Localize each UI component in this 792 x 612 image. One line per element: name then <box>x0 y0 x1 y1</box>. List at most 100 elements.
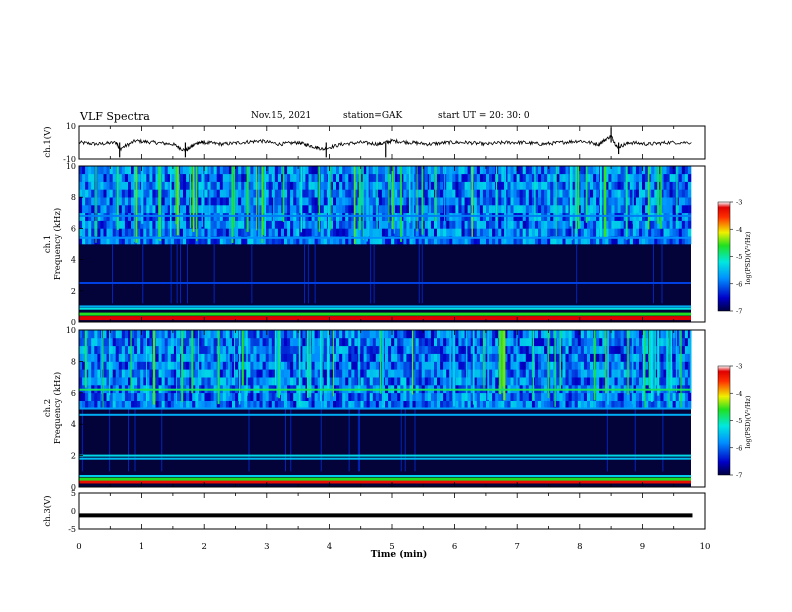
ch2-spectrogram-emission-cell <box>397 353 401 362</box>
ch2-spectrogram-emission-cell <box>88 353 92 362</box>
ch2-spectrogram-emission-cell <box>329 345 334 354</box>
ch1-spectrogram-emission-cell <box>308 181 312 190</box>
ch1-spectrogram-emission-cell <box>583 236 588 245</box>
ch2-spectrogram-emission-cell <box>608 353 612 362</box>
ch1-spectrogram-emission-cell <box>146 220 150 229</box>
ch1-spectrogram-emission-cell <box>684 205 689 214</box>
ch1-spectrogram-emission-cell <box>210 228 214 237</box>
ch2-spectrogram-emission-cell <box>79 377 83 386</box>
ch2-spectrogram-emission-cell <box>256 345 260 354</box>
ch1-spectrogram-emission-cell <box>531 205 536 214</box>
ch1-spectrogram-emission-cell <box>605 173 609 182</box>
ch2-spectrogram-emission-cell <box>158 337 162 347</box>
ch2-spectrogram-emission-cell <box>198 377 202 386</box>
ch1-spectrogram-emission-cell <box>678 205 683 214</box>
ch1-spectrogram-emission-cell <box>238 228 242 237</box>
ch2-spectrogram-emission-cell <box>596 369 600 378</box>
ch1-spectrogram-emission-cell <box>571 236 576 245</box>
ch2-spectrogram-emission-cell <box>654 345 658 354</box>
ch2-spectrogram-emission-cell <box>354 337 358 347</box>
ch1-spectrogram-emission-cell <box>204 181 208 190</box>
ch1-spectrogram-emission-cell <box>121 166 126 175</box>
ch2-spectrogram-emission-cell <box>198 392 202 401</box>
ch2-spectrogram-emission-cell <box>106 353 110 362</box>
ch1-spectrogram-emission-cell <box>381 228 386 237</box>
ch1-spectrogram-emission-cell <box>547 173 551 182</box>
ch1-spectrogram-emission-cell <box>394 205 398 214</box>
ch1-spectrogram-emission-cell <box>274 181 279 190</box>
ch2-spectrogram-emission-cell <box>635 330 640 339</box>
ch2-spectrogram-emission-cell <box>421 369 426 378</box>
ch1-spectrogram-emission-cell <box>82 236 86 245</box>
ch2-spectrogram-emission-cell <box>192 353 196 362</box>
ch2-spectrogram-emission-cell <box>137 337 141 347</box>
ch2-spectrogram-emission-cell <box>241 392 245 401</box>
ch1-spectrogram-emission-cell <box>430 205 435 214</box>
ch2-spectrogram-emission-cell <box>351 353 355 362</box>
ch2-spectrogram-emission-cell <box>281 337 285 347</box>
ch1-spectrogram-emission-cell <box>412 166 416 175</box>
ch2-spectrogram-emission-cell <box>375 337 380 347</box>
ch1-spectrogram-emission-cell <box>161 189 165 198</box>
ch1-spectrogram-emission-cell <box>623 205 628 214</box>
ch1-spectrogram-emission-cell <box>336 205 340 214</box>
ch1-spectrogram-emission-cell <box>409 166 413 175</box>
ch1-spectrogram-emission-cell <box>559 181 563 190</box>
ch2-spectrogram-burst <box>547 330 549 399</box>
ch1-spectrogram-emission-cell <box>580 220 585 229</box>
ch1-spectrogram-emission-cell <box>550 205 554 214</box>
ch1-spectrogram-emission-cell <box>228 236 233 245</box>
ch1-spectrogram-emission-cell <box>623 197 628 206</box>
ch2-spectrogram-emission-cell <box>473 337 478 347</box>
ch2-spectrogram-emission-cell <box>455 377 459 386</box>
ch1-spectrogram-emission-cell <box>421 166 426 175</box>
ch1-spectrogram-emission-cell <box>541 166 545 175</box>
ch2-spectrogram-emission-cell <box>118 330 123 339</box>
ch2-spectrogram-emission-cell <box>293 330 297 339</box>
ch1-spectrogram-emission-cell <box>394 166 398 175</box>
ch2-spectrogram-burst <box>452 330 454 395</box>
ch1-spectrogram-emission-cell <box>522 166 527 175</box>
ch2-spectrogram-emission-cell <box>372 369 377 378</box>
ch1-spectrogram-emission-cell <box>498 228 502 237</box>
ch2-spectrogram-emission-cell <box>317 345 322 354</box>
ch1-spectrogram-emission-cell <box>684 197 689 206</box>
ch1-spectrogram-quiet-streak <box>421 244 423 304</box>
ch1-spectrogram-emission-cell <box>79 205 83 214</box>
ch2-spectrogram-emission-cell <box>559 361 563 370</box>
ch1-spectrogram-emission-cell <box>143 205 147 214</box>
ch2-spectrogram-emission-cell <box>455 392 459 401</box>
ch1-spectrogram-emission-cell <box>287 236 291 245</box>
ch2-spectrogram-emission-cell <box>311 361 315 370</box>
ch1-spectrogram-emission-cell <box>186 166 190 175</box>
ch2-spectrogram-emission-cell <box>253 345 257 354</box>
ch2-spectrogram-emission-cell <box>623 337 628 347</box>
ch1-spectrogram-emission-cell <box>323 205 328 214</box>
ch2-spectrogram-emission-cell <box>403 392 407 401</box>
ch1-spectrogram-emission-cell <box>378 197 383 206</box>
ch1-spectrogram-emission-cell <box>455 189 459 198</box>
ch1-spectrogram-emission-cell <box>128 220 132 229</box>
ch2-spectrogram-emission-cell <box>360 361 364 370</box>
ch1-spectrogram-emission-cell <box>97 220 101 229</box>
ch1-spectrogram-emission-cell <box>342 189 346 198</box>
ch2-spectrogram-emission-cell <box>470 330 475 339</box>
ch2-spectrogram-emission-cell <box>562 377 566 386</box>
ch1-spectrogram-emission-cell <box>642 189 646 198</box>
ch1-spectrogram-emission-cell <box>669 205 673 214</box>
ch2-spectrogram-emission-cell <box>109 345 113 354</box>
ch2-spectrogram-emission-cell <box>458 330 462 339</box>
ch2-spectrogram-emission-cell <box>391 369 395 378</box>
ch1-spectrogram-emission-cell <box>626 189 631 198</box>
ch1-spectrogram-emission-cell <box>357 236 361 245</box>
ch1-spectrogram-emission-cell <box>351 205 355 214</box>
ch2-spectrogram-emission-cell <box>143 345 147 354</box>
ch1-spectrogram-emission-cell <box>397 228 401 237</box>
ch1-spectrogram-emission-cell <box>281 166 285 175</box>
ch2-spectrogram-emission-cell <box>268 353 273 362</box>
ch1-spectrogram-emission-cell <box>265 181 270 190</box>
ch2-spectrogram-emission-cell <box>228 369 233 378</box>
ch2-spectrogram-emission-cell <box>296 353 300 362</box>
ch1-spectrogram-emission-cell <box>534 236 539 245</box>
ch1-spectrogram-emission-cell <box>320 228 325 237</box>
